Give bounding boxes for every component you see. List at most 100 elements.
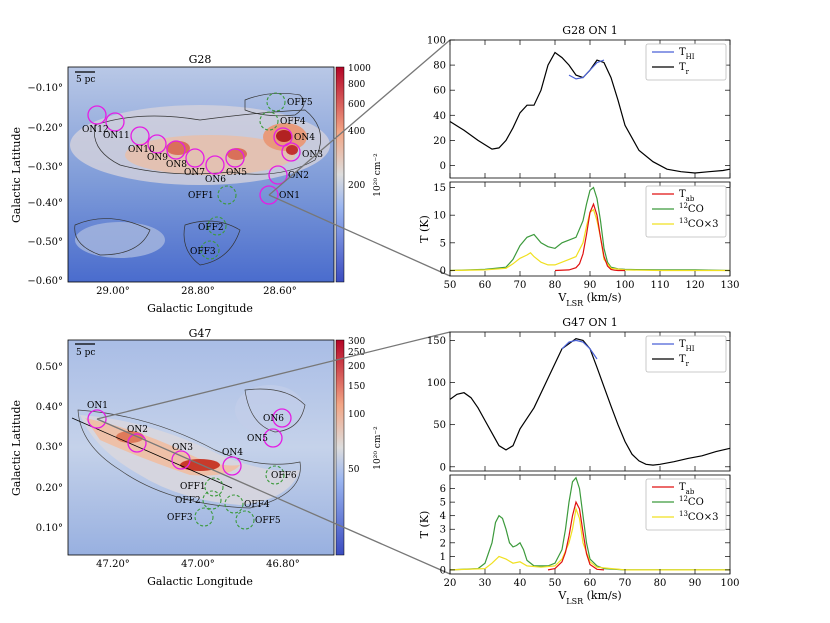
x-tick-label: 80 [549, 280, 562, 291]
g47-cbar-tick: 250 [348, 348, 365, 358]
g28-off4-label: OFF4 [280, 117, 306, 127]
legend-box [645, 335, 727, 373]
g28-off2-label: OFF2 [198, 223, 224, 233]
g28-on12-circle [87, 105, 107, 125]
tr-series-line [449, 338, 731, 466]
g47-ylabel: Galactic Latitude [10, 400, 23, 496]
legend-box [645, 43, 727, 81]
y-tick-label: 150 [427, 336, 446, 347]
thi-series-line [561, 339, 598, 360]
g28-ytick: −0.10° [27, 83, 63, 94]
g28-off-circles [200, 92, 286, 260]
g28-xticks: 29.00° 28.80° 28.60° [96, 286, 297, 297]
g47-off5-circle [235, 510, 255, 530]
g47-off3-circle [194, 507, 214, 527]
g28-cbar-tick: 400 [348, 127, 365, 137]
g47-cbar-tick: 300 [348, 337, 365, 347]
g28-map-frame [67, 66, 335, 283]
y-axis-label: T (K) [418, 215, 431, 243]
g28-connector-top [268, 39, 451, 196]
g28-on1-label: ON1 [279, 191, 300, 201]
x-tick-label: 100 [720, 578, 739, 589]
legend-label: Tr [679, 354, 690, 368]
legend-label: Tab [679, 482, 695, 496]
g47-on1-label: ON1 [87, 401, 108, 411]
g28-on9-label: ON9 [147, 153, 168, 163]
g47-off2-label: OFF2 [175, 496, 201, 506]
g47-off2-circle [202, 490, 222, 510]
g47-off-circles [194, 465, 285, 530]
g28-on2-circle [268, 165, 288, 185]
g28-ytick: −0.20° [27, 123, 63, 134]
g47-connector-bottom [96, 418, 451, 575]
co13-series-line [449, 208, 730, 272]
legend-label: Tab [679, 189, 695, 203]
y-tick-label: 3 [440, 525, 446, 536]
y-tick-label: 60 [433, 86, 446, 97]
g28-off1-label: OFF1 [188, 191, 214, 201]
y-tick-label: 100 [427, 378, 446, 389]
legend-label: THI [679, 47, 695, 61]
g28-yticks: −0.10° −0.20° −0.30° −0.40° −0.50° −0.60… [27, 83, 63, 287]
x-tick-label: 50 [444, 280, 457, 291]
g28-on11-circle [105, 112, 125, 132]
g28-off2-circle [207, 216, 227, 236]
g47-colorbar-ticks: 300 250 200 150 100 50 [348, 337, 365, 475]
g47-xtick: 46.80° [266, 559, 300, 570]
g47-cbar-tick: 100 [348, 410, 365, 420]
g47-on1-circle [87, 409, 107, 429]
x-tick-label: 90 [689, 578, 702, 589]
y-tick-label: 2 [440, 538, 446, 549]
g47-map-frame [67, 339, 335, 556]
g28-ytick: −0.40° [27, 198, 63, 209]
g47-on5-label: ON5 [247, 434, 268, 444]
y-tick-label: 50 [433, 420, 446, 431]
x-tick-label: 40 [514, 578, 527, 589]
g28-on12-label: ON12 [82, 125, 109, 135]
g47-off6-label: OFF6 [271, 471, 297, 481]
g28-ytick: −0.30° [27, 162, 63, 173]
g47-ytick: 0.30° [36, 442, 63, 453]
y-tick-label: 0 [440, 565, 446, 576]
x-tick-label: 120 [685, 280, 704, 291]
g47-xticks: 47.20° 47.00° 46.80° [96, 559, 300, 570]
y-tick-label: 1 [440, 552, 446, 563]
y-tick-label: 40 [433, 111, 446, 122]
connector-lines [96, 39, 451, 575]
y-tick-label: 5 [440, 498, 446, 509]
tab-series-line [554, 202, 625, 272]
g47-ytick: 0.50° [36, 362, 63, 373]
x-tick-label: 100 [615, 280, 634, 291]
g28-on10-label: ON10 [128, 145, 155, 155]
co12-series-line [449, 476, 730, 571]
x-axis-label: VLSR (km/s) [557, 291, 621, 308]
g28-on8-label: ON8 [166, 160, 187, 170]
g28-on6-label: ON6 [205, 175, 226, 185]
g47-colorbar [335, 339, 345, 556]
g47-off1-circle [204, 477, 224, 497]
g47-off6-circle [265, 465, 285, 485]
y-tick-label: 5 [440, 238, 446, 249]
g28-on5-label: ON5 [226, 168, 247, 178]
g47-cbar-tick: 200 [348, 362, 365, 372]
g28-off5-circle [266, 92, 286, 112]
x-tick-label: 50 [549, 578, 562, 589]
x-tick-label: 70 [619, 578, 632, 589]
x-tick-label: 60 [584, 578, 597, 589]
g47-on6-label: ON6 [263, 414, 284, 424]
x-axis-label: VLSR (km/s) [557, 589, 621, 606]
x-tick-label: 130 [720, 280, 739, 291]
y-tick-label: 0 [440, 161, 446, 172]
g28-off3-label: OFF3 [190, 247, 216, 257]
tab-series-line [547, 500, 605, 571]
g28-map: G28 5 pc [10, 53, 383, 315]
g47-ytick: 0.40° [36, 402, 63, 413]
g47-yticks: 0.50° 0.40° 0.30° 0.20° 0.10° [36, 362, 63, 534]
g28-ylabel: Galactic Latitude [10, 127, 23, 223]
x-tick-label: 110 [650, 280, 669, 291]
g28-on4-circle [273, 127, 293, 147]
g47-line-spectra-panel: 0 1 2 3 4 5 6 20 30 40 50 60 70 80 90 100 VLSR (km/s) T (… [418, 474, 740, 606]
g47-off3-label: OFF3 [167, 513, 193, 523]
g28-on2-label: ON2 [288, 171, 309, 181]
